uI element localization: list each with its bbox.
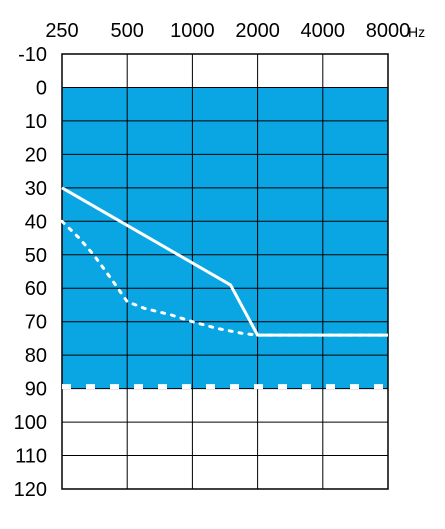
y-tick-label: 70 <box>25 312 47 334</box>
x-unit-label: Hz <box>408 24 425 40</box>
y-tick-label: 100 <box>14 412 47 434</box>
y-tick-label: 20 <box>25 144 47 166</box>
y-tick-label: 90 <box>25 379 47 401</box>
plot-border <box>61 53 389 490</box>
y-tick-label: 110 <box>15 446 47 468</box>
y-tick-label: 120 <box>14 479 47 501</box>
y-tick-labels: -10 0 10 20 30 40 50 60 70 80 90 100 110 120 <box>14 44 47 501</box>
y-tick-label: 0 <box>36 77 47 99</box>
x-tick-labels: 250 500 1000 2000 4000 8000 <box>45 20 410 42</box>
x-tick-label: 2000 <box>235 20 280 42</box>
y-tick-label: 50 <box>25 245 47 267</box>
y-tick-label: 30 <box>25 178 47 200</box>
x-tick-label: 250 <box>45 20 78 42</box>
hearing-range-band <box>62 87 388 389</box>
y-tick-label: 60 <box>25 278 47 300</box>
y-tick-label: -10 <box>18 44 47 66</box>
hearing-range-band-layer <box>62 87 388 389</box>
y-tick-label: 40 <box>25 211 47 233</box>
grid-layer <box>61 53 389 490</box>
x-tick-label: 8000 <box>366 20 411 42</box>
y-tick-label: 80 <box>25 345 47 367</box>
x-tick-label: 4000 <box>301 20 346 42</box>
x-tick-label: 1000 <box>170 20 215 42</box>
series-line-dotted <box>60 219 390 337</box>
series-layer <box>60 186 390 337</box>
y-tick-label: 10 <box>25 111 47 133</box>
x-tick-label: 500 <box>111 20 144 42</box>
